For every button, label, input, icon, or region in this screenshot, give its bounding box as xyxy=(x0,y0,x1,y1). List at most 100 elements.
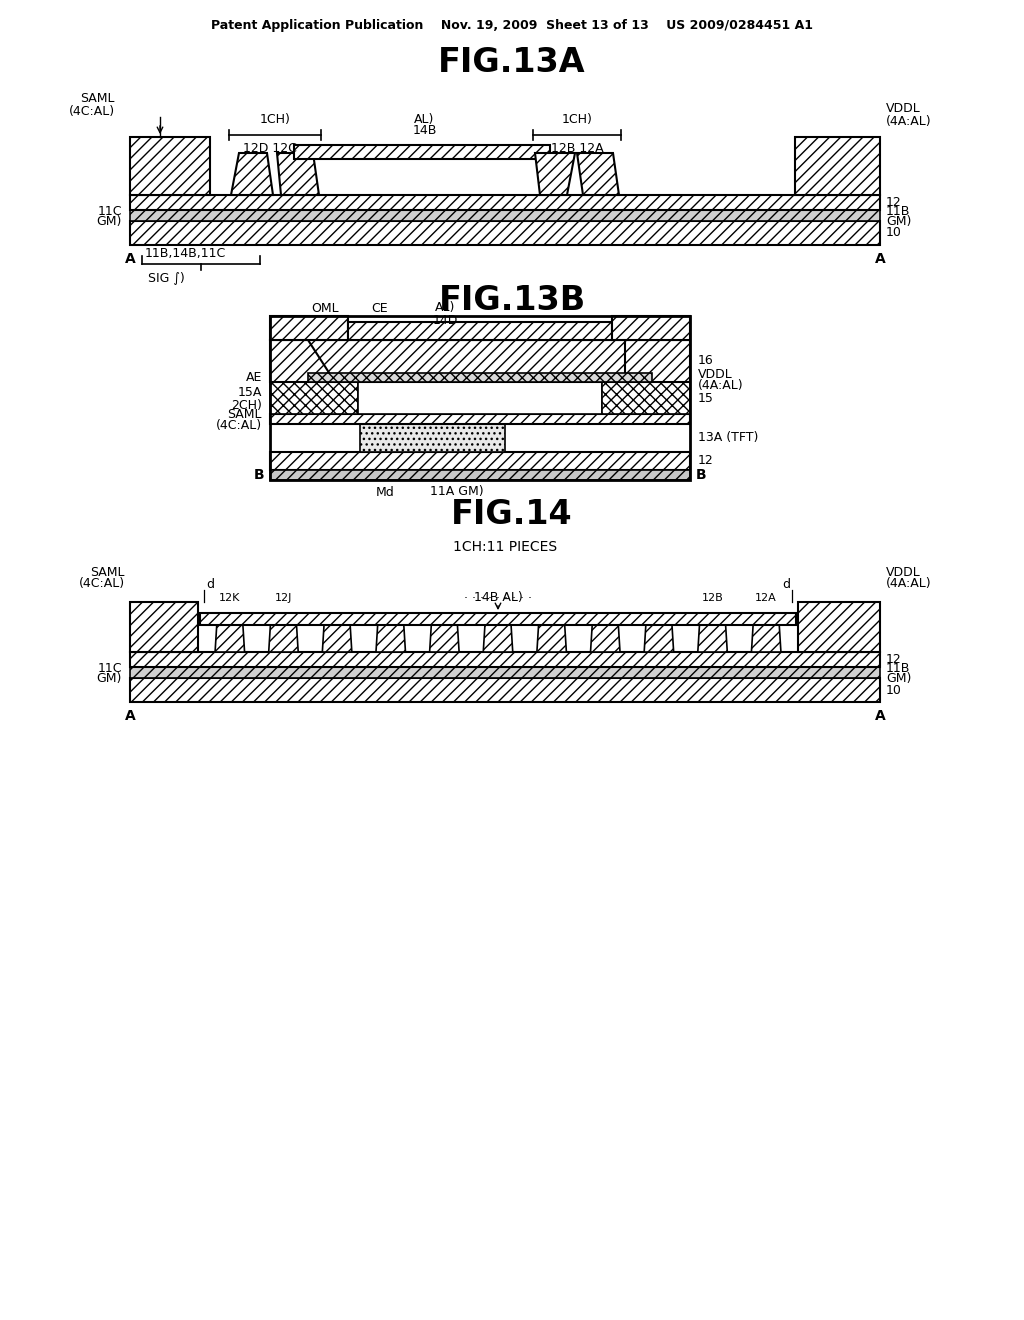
Text: 12B 12A: 12B 12A xyxy=(551,141,603,154)
Bar xyxy=(625,341,690,381)
Text: GM): GM) xyxy=(96,215,122,228)
Text: 11B,14B,11C: 11B,14B,11C xyxy=(145,248,226,260)
Text: 1CH): 1CH) xyxy=(259,112,291,125)
Bar xyxy=(294,145,550,158)
Text: 14D: 14D xyxy=(432,314,458,326)
Text: 12D 12C: 12D 12C xyxy=(243,141,297,154)
Text: FIG.13B: FIG.13B xyxy=(438,284,586,317)
Text: (4A:AL): (4A:AL) xyxy=(886,578,932,590)
Polygon shape xyxy=(323,620,352,652)
Text: VDDL: VDDL xyxy=(886,565,921,578)
Text: 2CH): 2CH) xyxy=(231,399,262,412)
Polygon shape xyxy=(591,620,620,652)
Text: AL): AL) xyxy=(435,301,456,314)
Text: VDDL: VDDL xyxy=(698,367,733,380)
Text: d: d xyxy=(782,578,790,590)
Bar xyxy=(308,374,652,381)
Text: 14B: 14B xyxy=(413,124,436,137)
Bar xyxy=(130,195,880,210)
Text: Md: Md xyxy=(376,486,394,499)
Bar xyxy=(358,381,602,414)
Text: FIG.13A: FIG.13A xyxy=(438,45,586,78)
Text: 12J: 12J xyxy=(274,593,292,603)
Bar xyxy=(130,667,880,678)
Text: · · · · · · · · ·: · · · · · · · · · xyxy=(464,591,532,605)
Text: 1CH): 1CH) xyxy=(561,112,593,125)
Bar xyxy=(612,315,690,341)
Text: (4A:AL): (4A:AL) xyxy=(698,380,743,392)
Bar xyxy=(270,451,690,470)
Bar xyxy=(270,414,690,424)
Text: FIG.14: FIG.14 xyxy=(452,499,572,532)
Text: SAML: SAML xyxy=(81,92,115,106)
Text: 15A: 15A xyxy=(238,387,262,400)
Bar xyxy=(798,602,880,652)
Bar xyxy=(130,210,880,220)
Polygon shape xyxy=(483,620,513,652)
Text: GM): GM) xyxy=(96,672,122,685)
Polygon shape xyxy=(752,620,781,652)
Bar xyxy=(270,315,690,480)
Text: A: A xyxy=(874,709,886,723)
Bar xyxy=(270,470,690,480)
Text: CE: CE xyxy=(372,301,388,314)
Text: (4A:AL): (4A:AL) xyxy=(886,115,932,128)
Polygon shape xyxy=(308,341,652,381)
Text: 13A (TFT): 13A (TFT) xyxy=(698,432,759,445)
Text: 16: 16 xyxy=(698,355,714,367)
Text: B: B xyxy=(253,469,264,482)
Bar xyxy=(130,137,210,195)
Text: 14B AL): 14B AL) xyxy=(474,590,522,603)
Polygon shape xyxy=(215,620,245,652)
Text: 10: 10 xyxy=(886,227,902,239)
Text: 12K: 12K xyxy=(219,593,241,603)
Bar xyxy=(602,381,690,414)
Text: 12: 12 xyxy=(886,653,902,667)
Polygon shape xyxy=(535,153,575,195)
Text: GM): GM) xyxy=(886,215,911,228)
Text: AL): AL) xyxy=(415,112,434,125)
Text: 12A: 12A xyxy=(756,593,777,603)
Text: SIG ∫): SIG ∫) xyxy=(148,272,184,285)
Polygon shape xyxy=(376,620,406,652)
Text: 11A GM): 11A GM) xyxy=(430,486,483,499)
Text: VDDL: VDDL xyxy=(886,103,921,116)
Text: A: A xyxy=(874,252,886,267)
Polygon shape xyxy=(268,620,298,652)
Bar xyxy=(130,678,880,702)
Text: 11C: 11C xyxy=(97,663,122,675)
Text: A: A xyxy=(125,709,135,723)
Text: 15: 15 xyxy=(698,392,714,404)
Bar xyxy=(270,315,348,341)
Text: 11C: 11C xyxy=(97,205,122,218)
Text: 12: 12 xyxy=(698,454,714,467)
Bar xyxy=(200,612,796,624)
Bar xyxy=(360,424,505,451)
Text: (4C:AL): (4C:AL) xyxy=(216,420,262,433)
Text: Patent Application Publication    Nov. 19, 2009  Sheet 13 of 13    US 2009/02844: Patent Application Publication Nov. 19, … xyxy=(211,18,813,32)
Bar xyxy=(795,137,880,195)
Bar xyxy=(270,381,358,414)
Polygon shape xyxy=(231,153,273,195)
Text: SAML: SAML xyxy=(90,565,125,578)
Text: 12B: 12B xyxy=(701,593,723,603)
Polygon shape xyxy=(577,153,618,195)
Polygon shape xyxy=(278,153,319,195)
Polygon shape xyxy=(430,620,459,652)
Text: d: d xyxy=(206,578,214,590)
Text: B: B xyxy=(696,469,707,482)
Text: 12: 12 xyxy=(886,195,902,209)
Bar xyxy=(130,652,880,667)
Text: (4C:AL): (4C:AL) xyxy=(69,104,115,117)
Text: 11B: 11B xyxy=(886,205,910,218)
Polygon shape xyxy=(697,620,727,652)
Text: 10: 10 xyxy=(886,684,902,697)
Text: AE: AE xyxy=(246,371,262,384)
Text: (4C:AL): (4C:AL) xyxy=(79,578,125,590)
Bar xyxy=(130,602,198,652)
Text: A: A xyxy=(125,252,135,267)
Polygon shape xyxy=(644,620,674,652)
Text: 1CH:11 PIECES: 1CH:11 PIECES xyxy=(453,540,557,554)
Text: 11B: 11B xyxy=(886,663,910,675)
Text: SAML: SAML xyxy=(227,408,262,421)
